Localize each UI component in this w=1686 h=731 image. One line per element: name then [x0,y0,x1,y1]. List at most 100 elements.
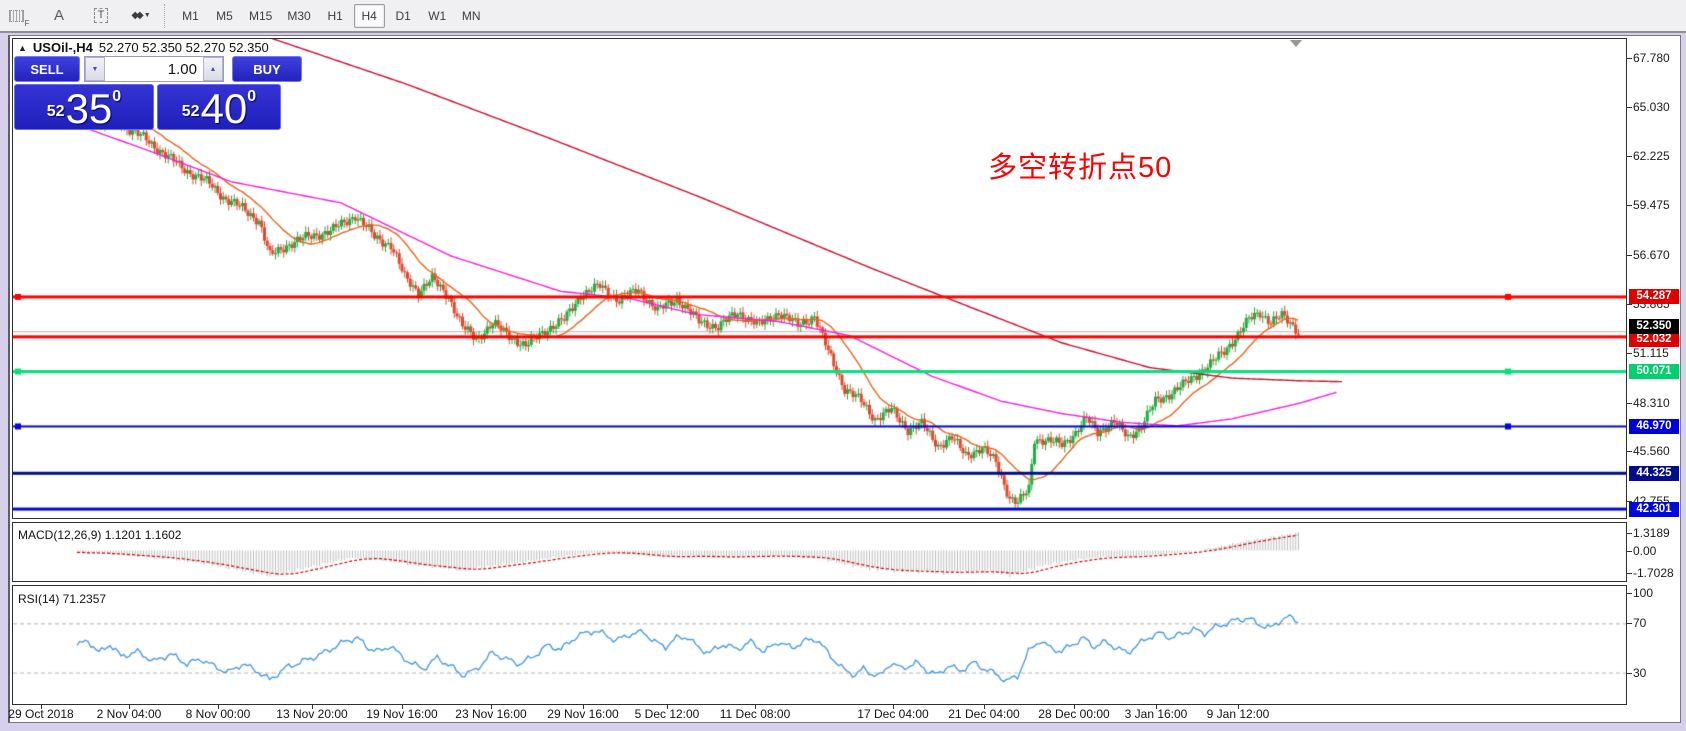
axis-tick-label: 100 [1633,586,1654,600]
sell-price-display[interactable]: 52 35 0 [14,84,154,130]
text-tool-button[interactable]: T [88,3,114,29]
macd-pane [12,522,1627,582]
time-axis-label: 23 Nov 16:00 [455,707,527,721]
time-axis-tick [893,705,894,709]
axis-tick-mark [1627,304,1632,306]
label-tool-button[interactable]: A [46,3,72,29]
dotted-grid-icon [8,9,24,22]
time-axis-tick [755,705,756,709]
timeframe-button-H4[interactable]: H4 [353,3,385,28]
sell-price-sup: 0 [112,88,122,105]
axis-tick-label: -1.7028 [1633,565,1674,580]
rsi-pane [12,585,1627,705]
time-axis-tick [1074,705,1075,709]
axis-tick-mark [1627,254,1632,256]
chart-header: ▲ USOil-,H4 52.270 52.350 52.270 52.350 [18,40,269,55]
time-axis-tick [491,705,492,709]
time-axis-label: 13 Nov 20:00 [276,707,348,721]
symbol-timeframe-label: USOil-,H4 [32,40,93,55]
volume-decrease-button[interactable]: ▼ [85,57,105,81]
toolbar: F A T ◆◆ ▼ M1 M5 M15 M30 H1 H4 D1 W1 MN [0,0,1686,33]
axis-tick-mark [1627,353,1632,355]
axis-tick-label: 0.00 [1633,543,1657,558]
axis-tick-label: 70 [1633,616,1647,631]
time-axis-label: 5 Dec 12:00 [634,707,700,721]
timeframe-button-W1[interactable]: W1 [422,4,453,28]
volume-input[interactable] [105,57,203,81]
timeframe-button-M30[interactable]: M30 [281,4,316,28]
axis-tick-mark [1627,205,1632,207]
rsi-label: RSI(14) 71.2357 [18,592,107,606]
time-axis-label: 11 Dec 08:00 [719,707,791,721]
time-axis-tick [667,705,668,709]
axis-tick-mark [1627,501,1632,503]
volume-stepper: ▼ ▲ [84,56,224,82]
time-axis-tick [1156,705,1157,709]
time-axis-label: 9 Jan 12:00 [1206,707,1270,721]
time-axis-label: 29 Nov 16:00 [547,707,619,721]
volume-increase-button[interactable]: ▲ [203,57,223,81]
toolbar-separator [164,3,169,28]
axis-tick-mark [1627,402,1632,404]
axis-tick-label: 65.030 [1633,99,1670,114]
diamonds-icon: ◆◆ [131,10,144,21]
main-chart-pane [12,38,1627,519]
axis-tick-mark [1627,451,1632,453]
time-axis-tick [218,705,219,709]
buy-price-display[interactable]: 52 40 0 [157,84,281,130]
sell-price-prefix: 52 [46,103,65,120]
time-axis-tick [129,705,130,709]
time-axis-tick [41,705,42,709]
text-box-icon: T [93,8,109,23]
time-axis-tick [583,705,584,709]
time-axis-tick [984,705,985,709]
timeframe-button-MN[interactable]: MN [456,4,487,28]
price-badge: 54.287 [1629,289,1679,305]
panel-toggle-icon[interactable]: ▲ [18,42,27,53]
axis-tick-mark [1627,572,1632,574]
axis-tick-mark [1627,58,1632,60]
time-axis-label: 17 Dec 04:00 [857,707,929,721]
sell-button[interactable]: SELL [14,56,80,82]
price-badge: 52.032 [1629,332,1679,348]
macd-indicator-chart[interactable] [13,523,1626,581]
rsi-indicator-chart[interactable] [13,586,1626,704]
axis-tick-label: 62.225 [1633,149,1670,164]
price-badge: 42.301 [1629,501,1679,517]
axis-tick-mark [1627,156,1632,158]
time-axis-label: 19 Nov 16:00 [366,707,438,721]
buy-button[interactable]: BUY [232,56,302,82]
time-axis-tick [312,705,313,709]
grid-f-label: F [24,18,30,28]
main-price-chart[interactable] [13,39,1626,518]
price-badge: 50.071 [1629,364,1679,380]
timeframe-button-M15[interactable]: M15 [243,4,278,28]
price-badge: 52.350 [1629,318,1679,334]
axis-tick-label: 56.670 [1633,247,1670,262]
timeframe-button-D1[interactable]: D1 [388,4,419,28]
time-axis-label: 8 Nov 00:00 [185,707,251,721]
dropdown-caret-icon: ▼ [143,12,151,19]
grid-snap-button[interactable]: F [6,3,32,29]
buy-price-prefix: 52 [181,103,200,120]
axis-tick-mark [1627,533,1632,535]
time-axis-label: 2 Nov 04:00 [96,707,162,721]
axis-tick-label: 48.310 [1633,395,1670,410]
axis-tick-mark [1627,550,1632,552]
time-axis-label: 28 Dec 00:00 [1038,707,1110,721]
timeframe-button-M1[interactable]: M1 [175,4,206,28]
time-axis-label: 21 Dec 04:00 [948,707,1020,721]
timeframe-button-M5[interactable]: M5 [209,4,240,28]
axis-tick-label: 45.560 [1633,444,1670,459]
axis-tick-label: 51.115 [1633,346,1669,361]
axis-tick-label: 30 [1633,665,1647,680]
axis-tick-mark [1627,593,1632,594]
shapes-dropdown-button[interactable]: ◆◆ ▼ [128,3,154,29]
time-axis-label: 29 Oct 2018 [8,707,74,721]
chart-annotation-text: 多空转折点50 [988,152,1173,184]
axis-tick-mark [1627,672,1632,674]
price-badge: 46.970 [1629,418,1679,434]
price-badge: 44.325 [1629,465,1679,481]
timeframe-button-H1[interactable]: H1 [320,4,351,28]
label-a-icon: A [53,7,64,24]
